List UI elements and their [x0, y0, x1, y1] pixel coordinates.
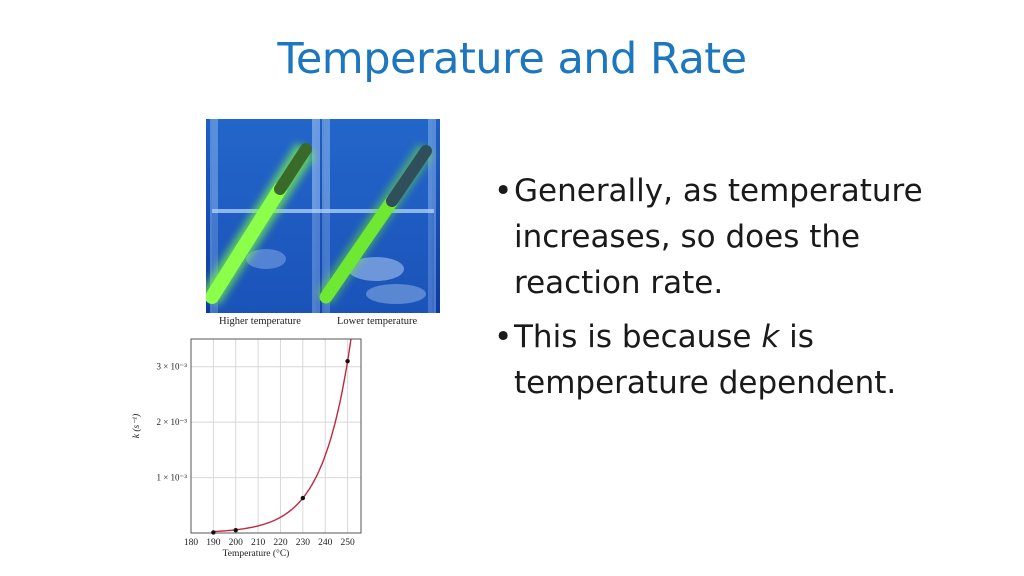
- caption-lower-temperature: Lower temperature: [337, 316, 418, 327]
- y-tick-label: 2 × 10⁻³: [156, 417, 187, 427]
- bullet-text: Generally, as temperature increases, so …: [514, 173, 923, 301]
- y-axis-label: k (s⁻¹): [131, 414, 142, 438]
- bullet-item: • This is because k is temperature depen…: [494, 314, 994, 406]
- slide-title: Temperature and Rate: [277, 34, 747, 84]
- glow-sticks-photo: [206, 119, 440, 313]
- bullet-dot: •: [494, 319, 513, 355]
- data-point: [300, 495, 306, 501]
- data-point: [233, 528, 238, 533]
- bullet-dot: •: [494, 173, 513, 209]
- caption-higher-temperature: Higher temperature: [219, 316, 301, 327]
- x-tick-label: 240: [318, 538, 333, 548]
- x-axis-label: Temperature (°C): [223, 548, 290, 559]
- bullet-italic: k: [761, 319, 780, 355]
- y-tick-label: 3 × 10⁻³: [156, 362, 187, 372]
- x-tick-label: 230: [296, 538, 311, 548]
- data-point: [211, 530, 216, 535]
- left-glow-stick: [206, 182, 287, 304]
- bullet-text-after: is temperature dependent.: [514, 319, 897, 401]
- right-glow-stick: [319, 194, 399, 304]
- x-tick-label: 250: [340, 538, 355, 548]
- y-tick-label: 1 × 10⁻³: [156, 473, 187, 483]
- bullet-list: • Generally, as temperature increases, s…: [494, 168, 994, 414]
- data-point: [345, 358, 350, 364]
- plot-frame: [190, 338, 362, 534]
- rate-constant-chart: 180 190 200 210 220 230 240 250 1 × 10⁻³ 2 × 10⁻³…: [131, 338, 362, 559]
- x-tick-label: 210: [251, 538, 266, 548]
- x-tick-label: 190: [206, 538, 221, 548]
- bullet-item: • Generally, as temperature increases, s…: [494, 168, 994, 306]
- bullet-text: This is because: [514, 319, 762, 355]
- x-tick-label: 220: [273, 538, 288, 548]
- x-tick-label: 180: [184, 538, 199, 548]
- rate-curve: [213, 339, 352, 533]
- x-tick-label: 200: [229, 538, 244, 548]
